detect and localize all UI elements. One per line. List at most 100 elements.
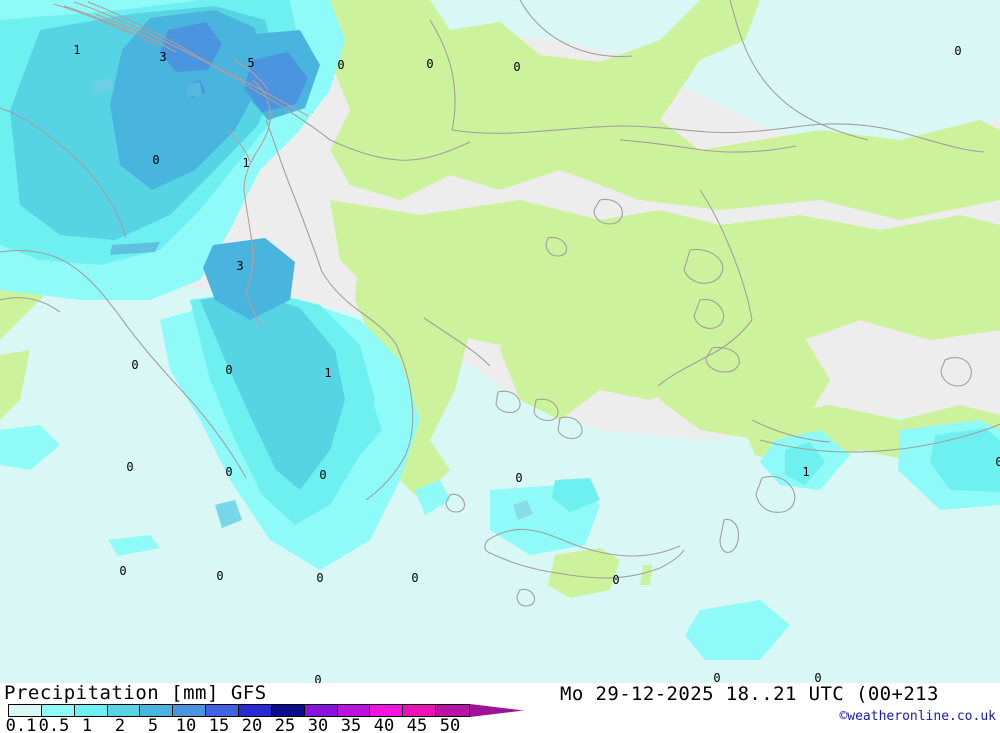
colorbar-tick: 45 [406,716,428,733]
colorbar-tick: 0.5 [38,716,70,733]
colorbar-swatch [304,705,338,716]
copyright-credit: ©weatheronline.co.uk [839,709,996,724]
island-se [940,357,972,387]
band-5-layer [110,10,320,320]
coast-italy-2 [0,249,247,479]
colorbar-tick: 25 [274,716,296,733]
island-cyclades-a [495,390,521,414]
colorbar-tick: 5 [147,716,159,733]
zero-band-w-turkey-coast [630,290,830,440]
colorbar-tick: 20 [241,716,263,733]
legend-title: Precipitation [mm] GFS [4,682,267,704]
border-turkey-n [619,139,797,153]
island-samos [705,346,740,373]
border-n [623,123,985,153]
island-euboea [423,317,491,367]
coast-brown-adr [227,129,251,163]
coastline-layer [0,0,1000,607]
island-rhodes [755,475,796,513]
colorbar-tick: 10 [175,716,197,733]
island-karpathos [719,518,740,553]
precip-band-2 [200,292,345,490]
island-cyclades-c [557,416,583,440]
colorbar-swatch [9,705,42,716]
precip-band-5 [110,10,262,190]
colorbar-tick: 2 [114,716,126,733]
coast-albania [265,119,323,273]
colorbar-tick: 35 [340,716,362,733]
colorbar-tick: 30 [307,716,329,733]
zero-band-turkey-west [330,200,1000,350]
coast-crete-s [487,549,685,579]
colorbar-tick: 40 [373,716,395,733]
colorbar-swatch [337,705,371,716]
island-small-2 [516,588,536,607]
colorbar-swatch [206,705,240,716]
coast-crete [487,528,681,557]
coast-brown-dalmatia [73,1,309,117]
coast-peloponnese [365,343,414,501]
coast-turkey-w [699,189,753,321]
precip-accent [215,500,242,528]
island-small-1 [445,493,466,513]
coast-greece-w [321,271,397,345]
precip-band-5 [203,238,295,320]
precip-band-10 [244,52,308,112]
colorbar[interactable]: 0.1 0.5 1 2 5 10 15 20 25 30 35 40 45 50 [5,704,538,733]
precip-band-0.5 [0,425,60,470]
colorbar-swatch [41,705,75,716]
precip-band-1 [930,428,1000,492]
colorbar-swatch [173,705,207,716]
overflow-triangle [470,704,524,717]
colorbar-tick: 0.1 [5,716,37,733]
island-lesbos [683,248,724,284]
zero-band-italy-strip [0,350,30,420]
colorbar-tick-labels: 0.1 0.5 1 2 5 10 15 20 25 30 35 40 45 50 [5,716,538,733]
precip-band-0.5 [415,480,450,515]
colorbar-swatch [239,705,272,716]
coast-dalmatia-2 [63,5,159,47]
island-chios [693,298,725,329]
colorbar-tick: 50 [439,716,461,733]
precip-band-1 [552,478,600,512]
colorbar-swatch [403,705,437,716]
precip-band-10 [160,22,222,72]
coast-brown-inner [94,13,177,53]
zero-band-rhodes-sliver [640,565,652,585]
border-bulgaria [451,125,625,134]
coast-brown-islands [53,3,131,35]
island-cyclades-b [533,398,559,422]
colorbar-swatches[interactable] [8,704,470,717]
precip-accent [186,83,201,97]
coast-crete-w [484,539,489,553]
coast-turkey-n [729,0,869,141]
colorbar-tick: 1 [81,716,93,733]
island-sporades [545,236,568,257]
precip-accent [92,78,114,94]
precip-band-0.5 [685,600,790,660]
coast-brown-s [245,291,263,329]
island-limnos [593,198,623,225]
forecast-datetime: Mo 29-12-2025 18..21 UTC (00+213 [560,684,939,705]
coast-brown-albania2 [243,189,254,293]
colorbar-swatch [436,705,470,716]
coast-brown-mont [233,59,269,91]
coast-turkey-aegean [657,319,753,387]
coast-turkey-s [759,423,1000,453]
colorbar-swatch [140,705,174,716]
precip-band-0.1 [0,0,1000,150]
band-accent-layer [92,78,533,528]
border-serbia [429,19,456,131]
precip-band-1 [785,442,825,485]
border-romania [519,0,633,57]
colorbar-tick: 15 [208,716,230,733]
colorbar-swatch [74,705,108,716]
colorbar-swatch [107,705,141,716]
coast-brown-layer [53,1,309,329]
zero-band-crete [548,548,620,598]
precip-band-1 [340,400,382,455]
precip-accent [513,500,533,520]
map-canvas [0,0,1000,683]
